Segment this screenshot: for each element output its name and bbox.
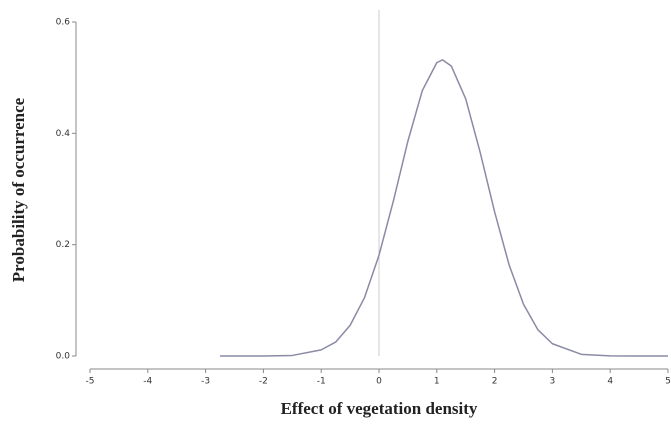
x-tick-label: 3 xyxy=(550,377,556,387)
x-tick-label: 5 xyxy=(665,377,671,387)
x-tick-label: -4 xyxy=(143,377,152,387)
y-tick-label: 0.0 xyxy=(56,352,71,362)
y-axis-label: Probability of occurrence xyxy=(9,97,28,282)
x-axis-label: Effect of vegetation density xyxy=(281,399,478,418)
x-tick-label: 4 xyxy=(607,377,613,387)
x-tick-label: 1 xyxy=(434,377,440,387)
y-tick-label: 0.2 xyxy=(56,240,70,250)
x-tick-label: -3 xyxy=(201,377,210,387)
y-tick-label: 0.4 xyxy=(56,129,71,139)
x-tick-label: -5 xyxy=(86,377,95,387)
y-tick-label: 0.6 xyxy=(56,18,71,28)
x-tick-label: 0 xyxy=(376,377,382,387)
density-line xyxy=(220,59,668,357)
x-tick-label: -2 xyxy=(259,377,268,387)
x-tick-label: -1 xyxy=(317,377,326,387)
x-tick-label: 2 xyxy=(492,377,498,387)
